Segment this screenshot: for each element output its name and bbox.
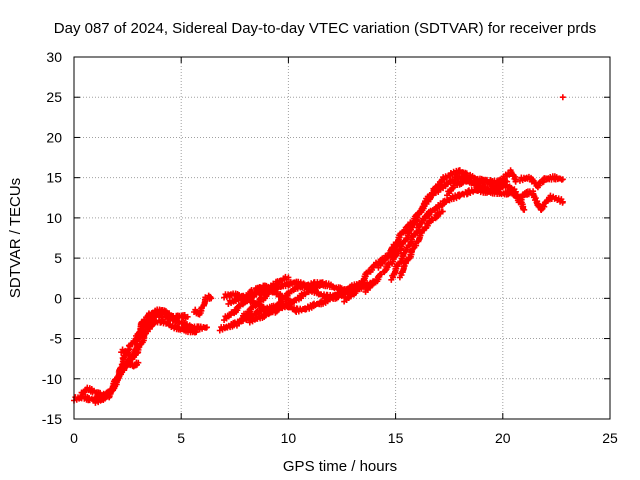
data-point — [512, 178, 519, 185]
x-tick-label: 25 — [602, 430, 618, 446]
data-point — [439, 208, 446, 215]
y-tick-label: -5 — [50, 331, 63, 347]
chart-title: Day 087 of 2024, Sidereal Day-to-day VTE… — [54, 20, 596, 37]
plot-frame — [73, 56, 611, 420]
data-point — [285, 296, 292, 303]
data-point — [121, 367, 128, 374]
y-tick-label: 30 — [46, 49, 62, 65]
data-point — [559, 94, 566, 101]
data-points — [71, 94, 566, 406]
axis-ticks: 0 5 10 15 20 25 -15 -10 -5 0 5 10 15 20 25 30 — [42, 49, 618, 446]
x-tick-label: 20 — [495, 430, 511, 446]
data-point — [203, 324, 210, 331]
y-axis-label: SDTVAR / TECUs — [7, 178, 24, 298]
x-tick-label: 5 — [177, 430, 185, 446]
y-tick-label: 20 — [46, 129, 62, 145]
y-tick-label: 0 — [54, 290, 62, 306]
y-tick-label: 15 — [46, 170, 62, 186]
data-point — [278, 298, 285, 305]
data-point — [559, 176, 566, 183]
data-point — [521, 206, 528, 213]
y-tick-label: 10 — [46, 210, 62, 226]
data-point — [97, 389, 104, 396]
y-tick-label: 25 — [46, 89, 62, 105]
data-point — [257, 298, 264, 305]
y-tick-label: -15 — [42, 411, 62, 427]
data-point — [184, 313, 191, 320]
y-tick-label: 5 — [54, 250, 62, 266]
data-point — [208, 295, 215, 302]
x-tick-label: 15 — [388, 430, 404, 446]
x-tick-label: 0 — [70, 430, 78, 446]
y-tick-label: -10 — [42, 371, 62, 387]
data-point — [193, 329, 200, 336]
grid-lines — [74, 57, 610, 419]
data-point — [319, 279, 326, 286]
data-point — [135, 359, 142, 366]
x-axis-label: GPS time / hours — [283, 458, 397, 475]
data-point — [559, 198, 566, 205]
x-tick-label: 10 — [281, 430, 297, 446]
data-point — [413, 242, 420, 249]
